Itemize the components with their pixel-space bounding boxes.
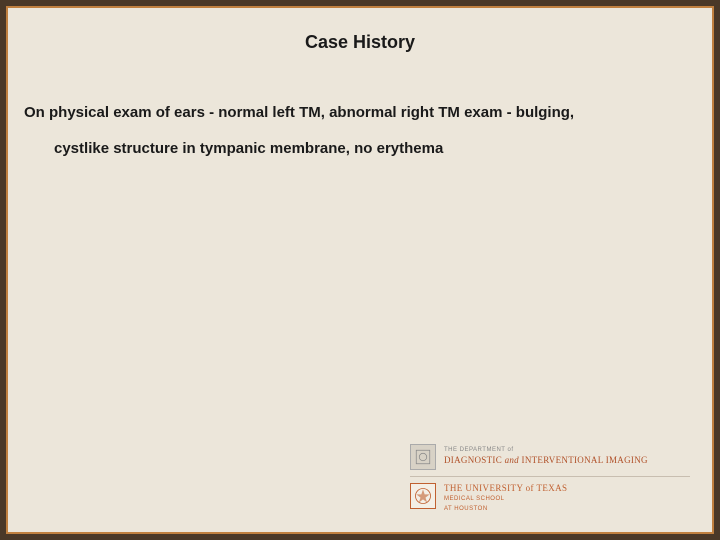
slide-panel: Case History On physical exam of ears - … xyxy=(6,6,714,534)
university-row: THE UNIVERSITY of TEXAS MEDICAL SCHOOL A… xyxy=(410,483,690,514)
dept-main-label: DIAGNOSTIC and INTERVENTIONAL IMAGING xyxy=(444,455,648,467)
slide-title: Case History xyxy=(8,32,712,53)
slide-body: On physical exam of ears - normal left T… xyxy=(24,95,696,167)
department-icon xyxy=(410,444,436,470)
university-text: THE UNIVERSITY of TEXAS MEDICAL SCHOOL A… xyxy=(444,483,567,514)
university-name: THE UNIVERSITY of TEXAS xyxy=(444,483,567,495)
body-line-2: cystlike structure in tympanic membrane,… xyxy=(54,131,696,167)
university-sub1: MEDICAL SCHOOL xyxy=(444,496,567,504)
department-text: THE DEPARTMENT of DIAGNOSTIC and INTERVE… xyxy=(444,447,648,466)
university-sub2: AT HOUSTON xyxy=(444,506,567,514)
dept-word-1: DIAGNOSTIC xyxy=(444,455,502,465)
body-line-1: On physical exam of ears - normal left T… xyxy=(24,104,574,121)
dept-small-label: THE DEPARTMENT of xyxy=(444,447,648,455)
footer-logos: THE DEPARTMENT of DIAGNOSTIC and INTERVE… xyxy=(410,444,690,514)
dept-word-2: INTERVENTIONAL IMAGING xyxy=(522,455,648,465)
department-row: THE DEPARTMENT of DIAGNOSTIC and INTERVE… xyxy=(410,444,690,470)
university-seal-icon xyxy=(410,483,436,509)
footer-divider xyxy=(410,476,690,477)
dept-word-and: and xyxy=(505,455,519,465)
